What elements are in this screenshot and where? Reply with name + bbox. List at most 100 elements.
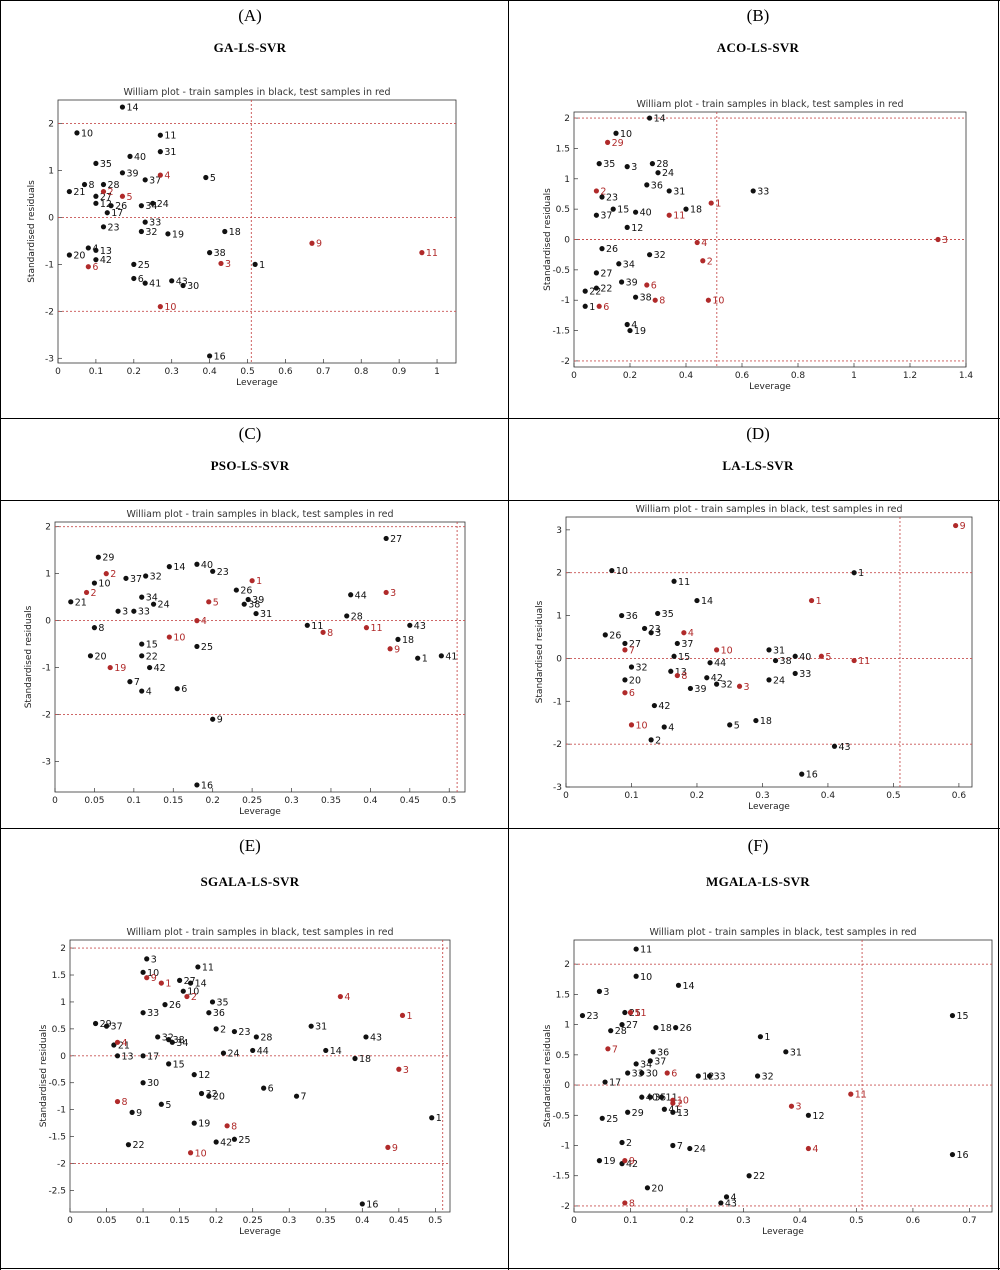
panel-2-train-point xyxy=(174,686,180,692)
panel-1-test-point-label: 6 xyxy=(651,281,657,292)
panel-3-train-point-label: 33 xyxy=(799,669,811,680)
frame-c-header-divider xyxy=(0,500,508,501)
panel-1-train-point xyxy=(619,279,625,285)
panel-3-train-point xyxy=(799,771,805,777)
panel-3-y-tick-label: 2 xyxy=(556,569,562,579)
panel-2-train-point xyxy=(304,622,310,628)
panel-0-x-tick-label: 0.7 xyxy=(316,367,330,377)
panel-4-train-point-label: 5 xyxy=(165,1100,171,1111)
panel-2-train-point xyxy=(139,594,145,600)
panel-5-train-point-label: 24 xyxy=(694,1144,706,1155)
frame-bottom xyxy=(0,1268,1000,1269)
panel-2-x-tick-label: 0.35 xyxy=(321,796,341,806)
panel-5-train-point xyxy=(608,1028,614,1034)
panel-1-train-point xyxy=(624,224,630,230)
panel-5-test-point-label: 7 xyxy=(612,1044,618,1055)
panel-2-train-point xyxy=(147,664,153,671)
panel-3-train-point-label: 10 xyxy=(616,566,628,577)
panel-1-y-tick-label: -1 xyxy=(561,296,570,306)
panel-2-x-tick-label: 0.5 xyxy=(442,796,456,806)
panel-4-train-point-label: 22 xyxy=(132,1140,144,1151)
panel-0-test-point-label: 2 xyxy=(107,187,113,198)
panel-e-title: SGALA-LS-SVR xyxy=(200,874,300,889)
panel-3-y-tick-label: 0 xyxy=(556,654,562,664)
panel-4-train-point xyxy=(206,1010,212,1016)
panel-4-y-tick-label: -0.5 xyxy=(48,1079,66,1089)
panel-5-x-tick-label: 0.6 xyxy=(906,1216,921,1226)
panel-2-test-point-label: 10 xyxy=(173,633,185,644)
panel-0-train-point xyxy=(100,181,107,188)
panel-4-train-point-label: 2 xyxy=(220,1024,226,1035)
panel-5-test-point xyxy=(605,1046,611,1052)
panel-2-train-point-label: 40 xyxy=(201,560,213,571)
panel-0-train-point-label: 43 xyxy=(176,276,188,287)
panel-5-train-point xyxy=(650,1049,656,1055)
panel-2-train-point xyxy=(95,554,101,560)
panel-2-train-point xyxy=(194,561,200,567)
panel-4-train-point xyxy=(231,1028,238,1035)
panel-2-train-point-label: 7 xyxy=(134,677,140,688)
panel-0-train-point xyxy=(104,210,110,216)
panel-0-train-point xyxy=(252,261,258,267)
panel-5-test-point xyxy=(788,1103,795,1109)
panel-1-test-point-label: 29 xyxy=(612,138,624,149)
panel-2-test-point xyxy=(103,571,109,577)
panel-3-test-point xyxy=(736,683,743,689)
panel-2-y-tick-label: -3 xyxy=(42,757,51,767)
panel-2-train-point-label: 33 xyxy=(138,607,150,618)
panel-4-train-point xyxy=(111,1042,117,1048)
panel-5-train-point xyxy=(644,1185,651,1191)
panel-1-test-point-label: 6 xyxy=(603,302,609,313)
panel-5-train-point-label: 10 xyxy=(640,972,652,983)
panel-1-train-point xyxy=(593,270,600,276)
panel-0-train-point-label: 34 xyxy=(145,201,157,212)
panel-4-plot-heading: William plot - train samples in black, t… xyxy=(126,927,393,938)
panel-1-test-point-label: 8 xyxy=(659,296,665,307)
panel-3-train-point xyxy=(694,597,700,604)
panel-5-train-point xyxy=(625,1109,631,1115)
panel-4-train-point xyxy=(140,1010,146,1016)
panel-4-train-point xyxy=(429,1115,435,1121)
panel-3-test-point-label: 7 xyxy=(629,645,635,656)
panel-2-train-point xyxy=(194,643,200,650)
panel-3-train-point-label: 3 xyxy=(655,628,661,639)
panel-1-train-point-label: 34 xyxy=(623,259,635,270)
panel-1-plot-heading: William plot - train samples in black, t… xyxy=(636,99,903,110)
panel-3-train-point xyxy=(674,640,680,647)
panel-4-test-point xyxy=(144,975,150,981)
panel-4-x-tick-label: 0.35 xyxy=(316,1216,336,1226)
panel-4-x-tick-label: 0.3 xyxy=(282,1216,296,1226)
panel-0-train-point xyxy=(119,170,126,176)
panel-0-train-point-label: 18 xyxy=(229,227,241,238)
panel-0-test-point xyxy=(119,193,126,199)
panel-4-x-tick-label: 0.45 xyxy=(389,1216,409,1226)
panel-3-train-point-label: 4 xyxy=(668,723,674,734)
panel-1-x-axis-label: Leverage xyxy=(749,382,791,392)
panel-0-train-point xyxy=(66,188,72,195)
panel-2-train-point-label: 29 xyxy=(102,553,114,564)
panel-4-y-tick-label: 0.5 xyxy=(52,1025,66,1035)
panel-5-test-point-label: 3 xyxy=(795,1102,801,1113)
panel-0-train-point xyxy=(142,177,148,183)
panel-0-y-tick-label: 2 xyxy=(48,119,54,129)
panel-0-x-tick-label: 0.8 xyxy=(354,367,369,377)
panel-3-y-tick-label: -1 xyxy=(553,697,562,707)
panel-0-train-point-label: 39 xyxy=(126,168,138,179)
panel-0-train-point xyxy=(119,104,126,110)
panel-5-train-point xyxy=(647,1058,653,1064)
panel-5-x-tick-label: 0.3 xyxy=(736,1216,750,1226)
panel-1-train-point xyxy=(616,261,622,267)
panel-3-train-point-label: 24 xyxy=(773,675,785,686)
panel-1-train-point xyxy=(610,206,616,212)
panel-1-test-point xyxy=(596,303,602,309)
panel-5-train-point xyxy=(670,1109,676,1115)
panel-5-test-point-label: 10 xyxy=(677,1096,689,1107)
panel-5-train-point xyxy=(746,1173,752,1179)
panel-3-train-point-label: 40 xyxy=(799,652,811,663)
panel-2-test-point xyxy=(83,589,90,596)
panel-3-train-point xyxy=(661,724,667,730)
panel-1-test-point xyxy=(593,188,600,194)
panel-5-test-point xyxy=(664,1070,670,1076)
panel-0-x-tick-label: 0.1 xyxy=(89,367,103,377)
panel-5-train-point-label: 14 xyxy=(683,981,695,992)
